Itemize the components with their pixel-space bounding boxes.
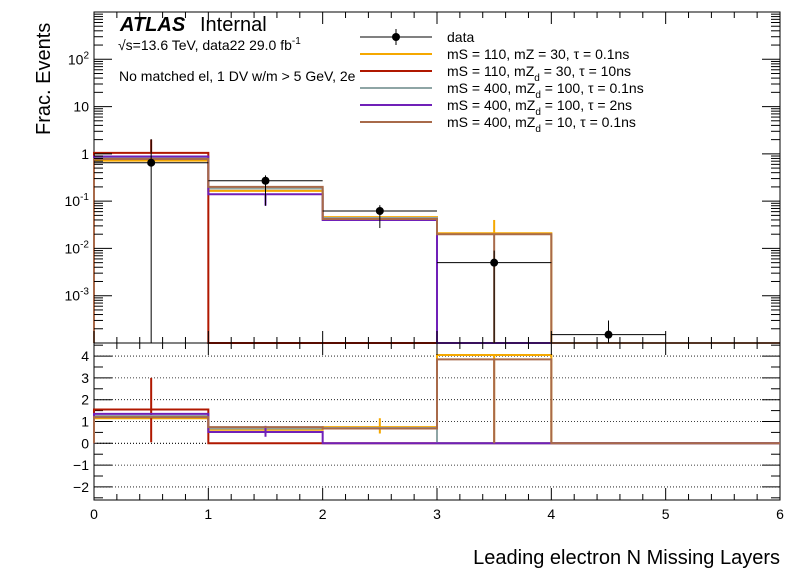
internal-label: Internal xyxy=(200,14,267,36)
data-point-0 xyxy=(147,158,156,167)
data-point-1 xyxy=(261,176,270,185)
energy-label: √s=13.6 TeV, data22 29.0 fb-1 xyxy=(118,36,301,53)
x-tick-label-3: 3 xyxy=(433,506,441,522)
ratio-y-tick-label-6: −2 xyxy=(73,479,89,495)
legend-entry-4: mS = 400, mZd = 10, τ = 0.1ns xyxy=(360,114,636,135)
legend-label-4: mS = 400, mZd = 10, τ = 0.1ns xyxy=(447,114,636,135)
ratio-y-tick-label-1: 3 xyxy=(81,370,89,386)
legend-entry-1: mS = 110, mZd = 30, τ = 10ns xyxy=(360,63,631,84)
x-tick-label-2: 2 xyxy=(319,506,327,522)
x-tick-label-6: 6 xyxy=(776,506,784,522)
y-tick-label-2: 10-1 xyxy=(65,192,90,209)
legend-entry-3: mS = 400, mZd = 100, τ = 2ns xyxy=(360,97,632,118)
legend-entry-0: mS = 110, mZ = 30, τ = 0.1ns xyxy=(360,46,629,62)
ratio-y-tick-label-0: 4 xyxy=(81,348,89,364)
selection-label: No matched el, 1 DV w/m > 5 GeV, 2e xyxy=(119,68,356,84)
y-tick-label-0: 10-3 xyxy=(65,287,90,304)
y-tick-label-4: 10 xyxy=(73,99,89,115)
legend-label-3: mS = 400, mZd = 100, τ = 2ns xyxy=(447,97,632,118)
y-axis-title: Frac. Events xyxy=(33,23,55,135)
legend-entry-data: data xyxy=(360,29,474,45)
series-3-histogram xyxy=(93,155,780,344)
x-tick-label-4: 4 xyxy=(547,506,555,522)
legend-label-1: mS = 110, mZd = 30, τ = 10ns xyxy=(447,63,631,84)
data-point-3 xyxy=(490,258,499,267)
ratio-y-tick-label-3: 1 xyxy=(81,414,89,430)
legend-entry-2: mS = 400, mZd = 100, τ = 0.1ns xyxy=(360,80,644,101)
ratio-y-tick-label-2: 2 xyxy=(81,392,89,408)
ratio-y-tick-label-5: −1 xyxy=(73,457,89,473)
ratio-series-4 xyxy=(93,358,780,445)
ratio-y-tick-label-4: 0 xyxy=(81,435,89,451)
x-tick-label-0: 0 xyxy=(90,506,98,522)
x-tick-label-5: 5 xyxy=(662,506,670,522)
legend-label-2: mS = 400, mZd = 100, τ = 0.1ns xyxy=(447,80,644,101)
legend-label-0: mS = 110, mZ = 30, τ = 0.1ns xyxy=(447,46,629,62)
x-tick-label-1: 1 xyxy=(204,506,212,522)
legend-label-data: data xyxy=(447,29,474,45)
y-tick-label-1: 10-2 xyxy=(65,239,90,256)
y-tick-label-5: 102 xyxy=(68,50,90,67)
legend-data-marker xyxy=(392,33,400,41)
x-axis-title: Leading electron N Missing Layers xyxy=(473,547,780,569)
atlas-label: ATLAS xyxy=(119,14,186,36)
main-panel: 10-3 10-2 10-1 1 10 102 xyxy=(65,11,781,344)
data-point-4 xyxy=(604,330,613,339)
data-point-2 xyxy=(375,206,384,215)
y-tick-label-3: 1 xyxy=(81,146,89,162)
